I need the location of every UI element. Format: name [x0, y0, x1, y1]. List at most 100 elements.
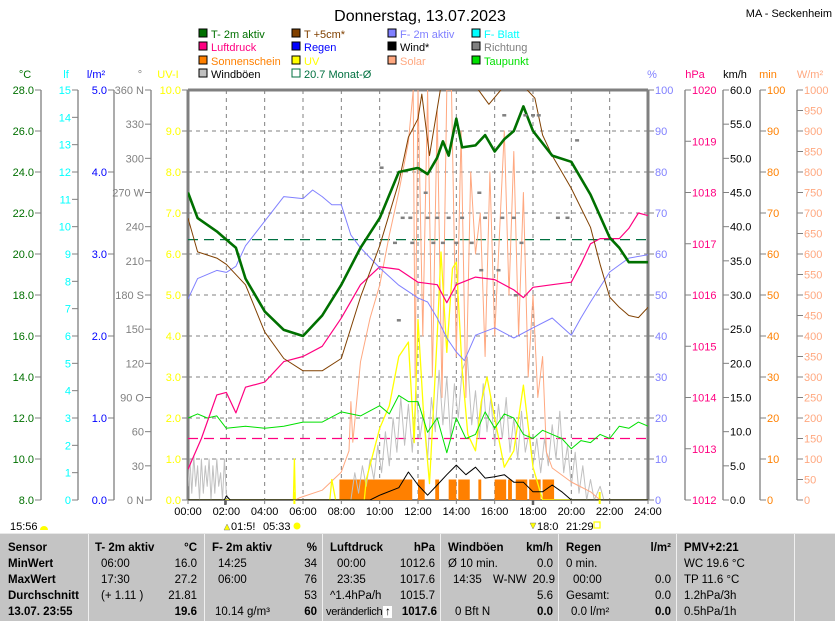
legend-swatch-icon [387, 28, 397, 38]
axis-tick-label-kmh: 35.0 [730, 256, 751, 268]
axis-tick-label-min: 70 [767, 208, 779, 220]
axis-tick-label-wm2: 750 [804, 188, 822, 200]
axis-tick-label-C: 18.0 [13, 290, 34, 302]
axis-tick-label-pct: 20 [655, 413, 667, 425]
pressure-min-time: 00:00 [337, 558, 366, 570]
axis-tick-label-C: 10.0 [13, 454, 34, 466]
axis-tick-label-uv: 2.0 [166, 413, 181, 425]
axis-tick-label-wm2: 950 [804, 106, 822, 118]
rain-total: 0.0 [655, 590, 671, 602]
humidity-max-time: 06:00 [218, 574, 247, 586]
summary-table: Sensor MinWert MaxWert Durchschnitt 13.0… [0, 533, 835, 621]
legend-swatch-icon [471, 55, 481, 65]
x-axis-tick-label: 20:00 [558, 506, 586, 518]
gust-unit: km/h [526, 542, 553, 554]
axis-tick-label-wm2: 800 [804, 167, 822, 179]
pressure-max: 1017.6 [399, 574, 435, 586]
axis-tick-label-wm2: 0 [804, 495, 810, 507]
axis-tick-label-lf: 12 [59, 167, 71, 179]
sunset-time: 21:29 [566, 521, 594, 533]
axis-tick-label-min: 10 [767, 454, 779, 466]
axis-tick-label-hpa: 1019 [692, 136, 716, 148]
axis-tick-label-wm2: 550 [804, 270, 822, 282]
axis-tick-label-min: 100 [767, 85, 785, 97]
axis-tick-label-wm2: 900 [804, 126, 822, 138]
station-location: MA - Seckenheim [746, 8, 832, 20]
direction-point [460, 216, 465, 220]
legend-swatch-icon [198, 55, 208, 65]
axis-tick-label-deg: 0 N [127, 495, 144, 507]
temp-unit: °C [184, 542, 197, 554]
gust-avg: 5.6 [537, 590, 553, 602]
series-taupunkt [188, 394, 648, 454]
axis-tick-label-lf: 10 [59, 222, 71, 234]
pressure-trend: ^1.4hPa/h [330, 590, 382, 602]
direction-point [410, 241, 415, 245]
gust-max-time: 14:35 [453, 574, 482, 586]
axis-tick-label-deg: 210 [126, 256, 144, 268]
temp-avg: 21.81 [168, 590, 197, 602]
axis-tick-label-wm2: 350 [804, 352, 822, 364]
axis-unit-C: °C [19, 69, 31, 81]
humidity-current: 60 [304, 606, 317, 618]
axis-tick-label-hpa: 1020 [692, 85, 716, 97]
legend-label: T +5cm* [304, 29, 346, 41]
axis-tick-label-min: 80 [767, 167, 779, 179]
rain-unit: l/m² [650, 542, 671, 554]
direction-point [523, 114, 528, 117]
pressure-current-row: veränderlich ↑ 1017.6 [326, 606, 437, 618]
direction-point [425, 216, 430, 220]
axis-tick-label-deg: 120 [126, 358, 144, 370]
rain-total-label: Gesamt: [566, 590, 610, 602]
axis-unit-lf: lf [63, 69, 69, 81]
legend-swatch-icon [198, 28, 208, 38]
axis-tick-label-deg: 330 [126, 119, 144, 131]
x-axis-tick-label: 08:00 [328, 506, 356, 518]
pressure-forecast: veränderlich [326, 606, 383, 618]
axis-unit-deg: ° [138, 69, 142, 81]
legend-label: Regen [304, 42, 336, 54]
axis-tick-label-lf: 6 [65, 331, 71, 343]
axis-tick-label-lm2: 0.0 [92, 495, 107, 507]
axis-tick-label-hpa: 1016 [692, 290, 716, 302]
legend-swatch-icon [471, 28, 481, 38]
legend-swatch-icon [387, 41, 397, 51]
axis-tick-label-pct: 10 [655, 454, 667, 466]
direction-point [440, 241, 445, 245]
series-luftdruck [188, 212, 648, 470]
pressure-header: Luftdruck [330, 542, 384, 554]
legend-swatch-icon [291, 55, 301, 65]
axis-tick-label-wm2: 250 [804, 393, 822, 405]
rain-header: Regen [566, 542, 602, 554]
axis-unit-uv: UV-I [157, 69, 178, 81]
pressure-max-time: 23:35 [337, 574, 366, 586]
direction-point [454, 241, 459, 245]
x-axis-tick-label: 10:00 [366, 506, 394, 518]
series-t-5cm- [188, 90, 648, 372]
axis-tick-label-lm2: 4.0 [92, 167, 107, 179]
axis-tick-label-C: 12.0 [13, 413, 34, 425]
axis-tick-label-kmh: 60.0 [730, 85, 751, 97]
axis-tick-label-pct: 0 [655, 495, 661, 507]
axis-tick-label-C: 28.0 [13, 85, 34, 97]
direction-point [477, 191, 482, 194]
temp-current: 19.6 [174, 606, 197, 618]
series-uv [188, 251, 648, 500]
direction-point [393, 241, 397, 245]
axis-tick-label-hpa: 1015 [692, 341, 716, 353]
legend-label: Richtung [484, 42, 527, 54]
axis-tick-label-min: 20 [767, 413, 779, 425]
direction-point [469, 241, 474, 245]
rain-last: 0.0 [655, 574, 671, 586]
temp-avg-note: (+ 1.11 ) [101, 590, 144, 602]
axis-tick-label-min: 30 [767, 372, 779, 384]
axis-unit-min: min [759, 69, 777, 81]
axis-tick-label-kmh: 10.0 [730, 427, 751, 439]
axis-tick-label-lf: 8 [65, 276, 71, 288]
row-label-min: MinWert [8, 558, 54, 570]
sunrise-icon [293, 522, 301, 530]
direction-point [483, 216, 488, 220]
gust-current: 0.0 [537, 606, 553, 618]
axis-tick-label-kmh: 40.0 [730, 222, 751, 234]
axis-tick-label-C: 16.0 [13, 331, 34, 343]
